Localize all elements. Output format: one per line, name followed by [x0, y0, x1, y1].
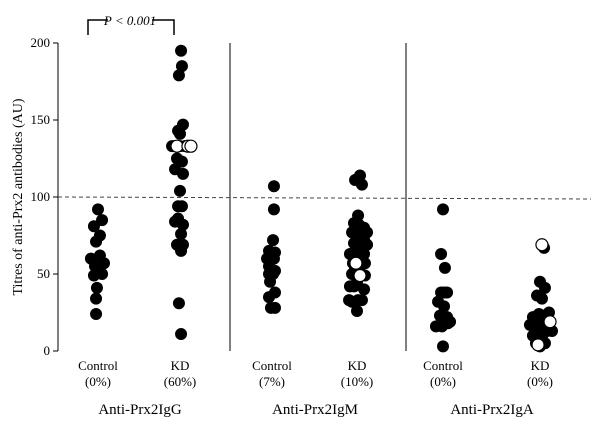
filled-point: [438, 261, 451, 274]
filled-point: [358, 247, 371, 260]
filled-point: [535, 292, 548, 305]
filled-point: [175, 328, 188, 341]
significance-label: P < 0.001: [103, 13, 156, 28]
filled-point: [96, 268, 109, 280]
filled-point: [441, 286, 454, 299]
open-point: [184, 139, 198, 153]
panel-label: Anti-Prx2IgM: [272, 402, 358, 418]
filled-point: [267, 203, 280, 216]
filled-point: [355, 294, 368, 307]
filled-point: [348, 280, 360, 293]
filled-point: [90, 308, 103, 321]
panel-label: Anti-Prx2IgA: [450, 402, 533, 418]
filled-point: [172, 69, 185, 82]
y-tick-label: 0: [44, 343, 51, 358]
filled-point: [361, 238, 374, 251]
filled-point: [174, 184, 186, 197]
filled-point: [90, 292, 103, 305]
filled-point: [177, 167, 189, 180]
filled-point: [175, 244, 188, 257]
filled-point: [351, 304, 363, 317]
open-point: [353, 268, 367, 283]
group-label: Control: [252, 358, 292, 373]
filled-point: [267, 234, 280, 247]
filled-point: [358, 283, 371, 296]
y-tick-label: 50: [37, 266, 50, 281]
group-label: KD: [531, 358, 550, 373]
filled-point: [174, 127, 186, 140]
y-tick-label: 150: [31, 112, 51, 127]
filled-point: [441, 317, 454, 330]
filled-point: [263, 291, 275, 304]
filled-point: [175, 155, 188, 168]
filled-point: [437, 340, 449, 353]
filled-point: [90, 281, 103, 294]
cutoff-line: [57, 196, 592, 200]
filled-point: [538, 281, 551, 294]
filled-point: [435, 247, 448, 260]
filled-point: [172, 297, 185, 310]
open-point: [170, 139, 184, 153]
group-percent-label: (0%): [85, 374, 111, 389]
group-percent-label: (0%): [430, 374, 456, 389]
significance-bracket: [87, 19, 175, 35]
filled-point: [267, 180, 280, 193]
filled-point: [175, 44, 188, 57]
filled-point: [92, 203, 104, 216]
filled-point: [175, 200, 188, 213]
filled-point: [177, 118, 189, 131]
filled-point: [175, 60, 188, 73]
y-axis-label: Titres of anti-Prx2 antibodies (AU): [11, 98, 26, 295]
filled-point: [177, 218, 189, 231]
y-tick-label: 200: [31, 35, 51, 50]
filled-point: [90, 235, 103, 248]
group-label: KD: [348, 358, 367, 373]
filled-point: [438, 300, 451, 313]
filled-point: [96, 214, 109, 227]
group-label: Control: [423, 358, 463, 373]
open-point: [531, 338, 545, 352]
open-point: [349, 256, 363, 270]
group-percent-label: (0%): [527, 374, 553, 389]
filled-point: [355, 178, 368, 191]
group-percent-label: (7%): [259, 374, 285, 389]
filled-point: [175, 227, 188, 240]
open-point: [543, 315, 557, 329]
group-label: KD: [171, 358, 190, 373]
group-percent-label: (60%): [164, 374, 197, 389]
panel-label: Anti-Prx2IgG: [98, 402, 181, 418]
filled-point: [264, 301, 277, 314]
open-point: [535, 238, 549, 252]
filled-point: [264, 275, 277, 288]
group-label: Control: [78, 358, 118, 373]
group-percent-label: (10%): [341, 374, 374, 389]
filled-point: [437, 203, 449, 216]
y-tick-label: 100: [31, 189, 51, 204]
